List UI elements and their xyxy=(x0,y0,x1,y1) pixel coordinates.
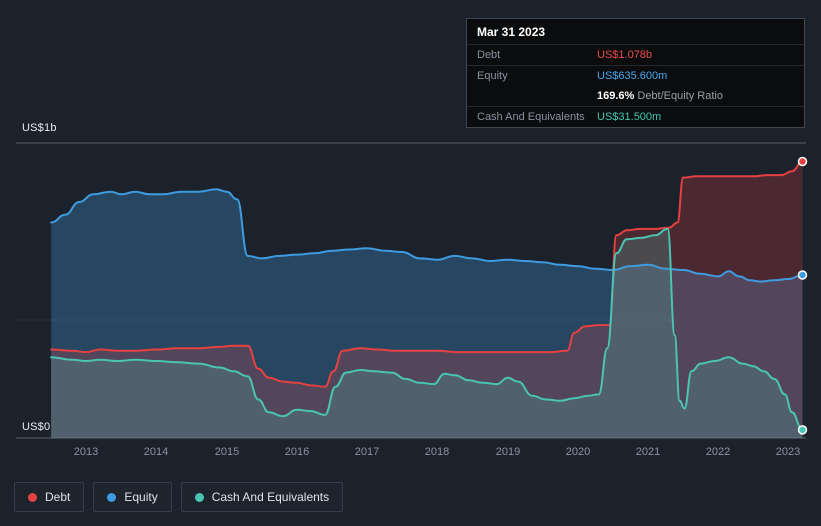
x-tick-label: 2020 xyxy=(565,446,591,458)
equity-series-dot-icon xyxy=(107,492,117,502)
legend-label-cash: Cash And Equivalents xyxy=(211,490,330,504)
tooltip-row-debt: Debt US$1.078b xyxy=(467,45,804,65)
tooltip-ratio-value: 169.6% xyxy=(597,90,635,102)
tooltip-equity-label: Equity xyxy=(477,70,508,82)
legend-item-cash[interactable]: Cash And Equivalents xyxy=(180,482,344,512)
x-tick-label: 2023 xyxy=(775,446,801,458)
debt-series-dot-icon xyxy=(28,492,37,502)
tooltip-ratio: 169.6% Debt/Equity Ratio xyxy=(597,90,794,102)
x-tick-label: 2015 xyxy=(214,446,240,458)
tooltip-debt-value: US$1.078b xyxy=(597,49,653,61)
legend-item-debt[interactable]: Debt xyxy=(14,482,85,512)
cash-series-dot-icon xyxy=(194,492,204,502)
tooltip-row-cash: Cash And Equivalents US$31.500m xyxy=(467,107,804,127)
legend-label-debt: Debt xyxy=(45,490,71,504)
tooltip-date: Mar 31 2023 xyxy=(467,19,804,45)
x-tick-label: 2013 xyxy=(73,446,99,458)
legend-label-equity: Equity xyxy=(124,490,158,504)
y-axis-label-bottom: US$0 xyxy=(22,421,51,433)
x-tick-label: 2019 xyxy=(495,446,521,458)
tooltip-row-equity: Equity US$635.600m xyxy=(467,66,804,86)
x-tick-label: 2022 xyxy=(705,446,731,458)
legend-item-equity[interactable]: Equity xyxy=(93,482,172,512)
x-tick-label: 2018 xyxy=(424,446,450,458)
x-tick-label: 2017 xyxy=(354,446,380,458)
tooltip-ratio-label: Debt/Equity Ratio xyxy=(634,90,723,102)
chart-legend: Debt Equity Cash And Equivalents xyxy=(14,482,344,512)
y-axis-label-top: US$1b xyxy=(22,122,57,134)
chart-tooltip: Mar 31 2023 Debt US$1.078b Equity US$635… xyxy=(466,18,805,128)
tooltip-cash-value: US$31.500m xyxy=(597,111,662,123)
tooltip-equity-value: US$635.600m xyxy=(597,70,668,82)
x-tick-label: 2021 xyxy=(635,446,661,458)
tooltip-row-ratio: 169.6% Debt/Equity Ratio xyxy=(467,86,804,106)
tooltip-cash-label: Cash And Equivalents xyxy=(477,111,585,123)
x-axis: 2013 2014 2015 2016 2017 2018 2019 2020 2021 2022… xyxy=(0,446,821,462)
x-tick-label: 2014 xyxy=(143,446,169,458)
x-tick-label: 2016 xyxy=(284,446,310,458)
tooltip-debt-label: Debt xyxy=(477,49,501,61)
